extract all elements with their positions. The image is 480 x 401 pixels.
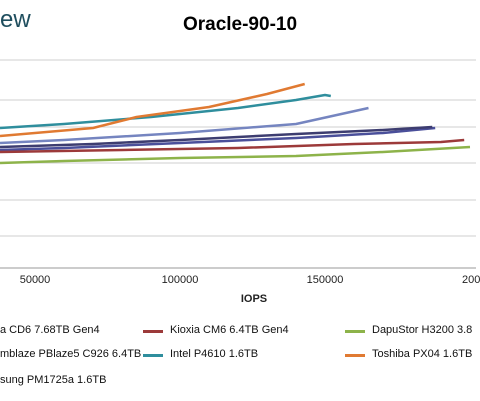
series-line-4 [0,93,332,130]
legend-label: Kioxia CM6 6.4TB Gen4 [170,324,289,336]
series-line-5 [0,82,306,138]
legend-label: DapuStor H3200 3.8 [372,324,473,336]
series-line-3 [0,106,369,145]
legend-label: a CD6 7.68TB Gen4 [0,324,100,336]
x-tick-label: 150000 [307,274,344,286]
legend-label: Toshiba PX04 1.6TB [372,348,473,360]
x-axis-label: IOPS [241,293,267,305]
x-axis-ticks: 50000 100000 150000 200 [20,274,480,286]
series-line-1 [0,138,465,154]
x-tick-label: 200 [462,274,480,286]
x-tick-label: 50000 [20,274,51,286]
legend-label: sung PM1725a 1.6TB [0,374,107,386]
legend-swatch [143,330,163,333]
chart-title: Oracle-90-10 [182,14,298,35]
brand-logo-text: ew [0,6,31,33]
legend-swatch [345,330,365,333]
legend-label: mblaze PBlaze5 C926 6.4TB [0,348,142,360]
legend-label: Intel P4610 1.6TB [170,348,259,360]
series-line-2 [0,145,471,165]
legend-swatch [345,354,365,357]
x-tick-label: 100000 [162,274,199,286]
chart-grid [0,59,476,269]
legend-swatch [143,354,163,357]
series-line-6 [0,125,433,149]
chart-series-layer [0,82,471,165]
series-line-0 [0,126,436,152]
